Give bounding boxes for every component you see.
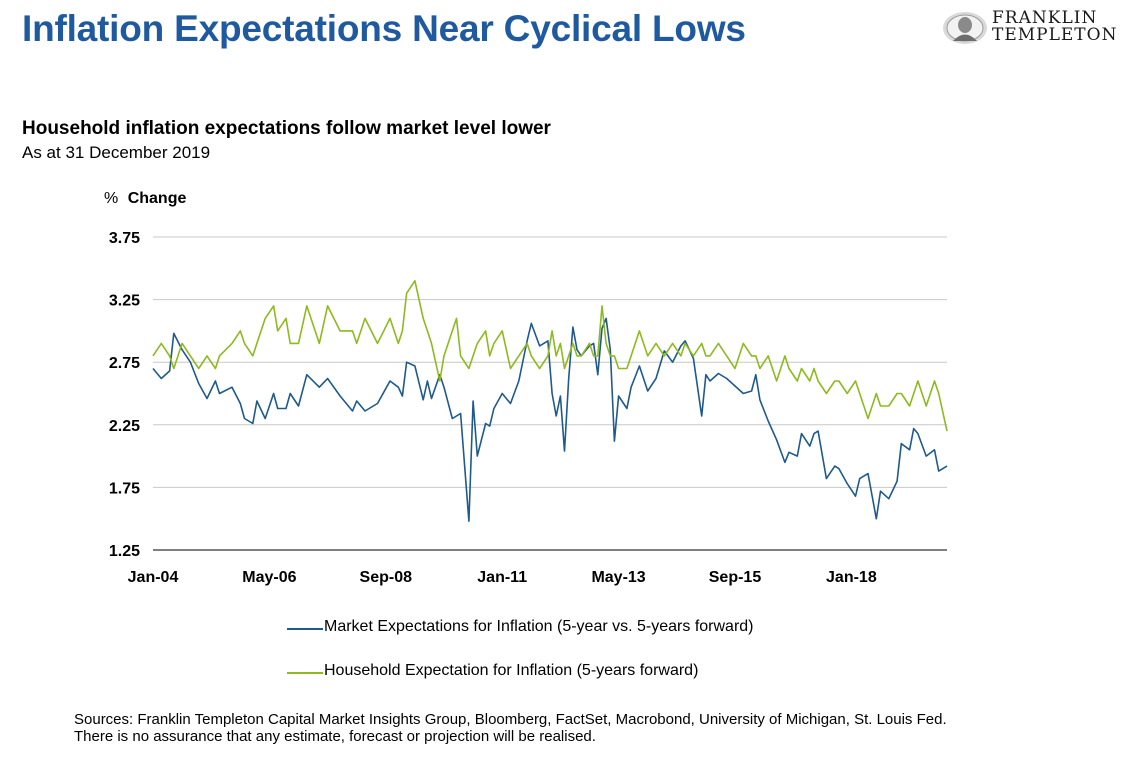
ben-franklin-portrait-icon (943, 12, 987, 44)
logo-line-1: FRANKLIN (992, 8, 1098, 28)
x-tick-label: May-06 (242, 569, 296, 586)
franklin-templeton-logo: FRANKLIN TEMPLETON (942, 10, 1127, 46)
y-axis-label-text: Change (128, 190, 187, 207)
legend-item-household: Household Expectation for Inflation (5-y… (287, 661, 807, 683)
y-axis-label-prefix: % (104, 190, 118, 207)
y-tick-label: 3.75 (109, 230, 140, 247)
y-axis-label: % Change (104, 190, 186, 207)
page-title: Inflation Expectations Near Cyclical Low… (22, 8, 746, 49)
series-line-market (152, 317, 948, 523)
chart-subtitle: Household inflation expectations follow … (22, 118, 551, 139)
legend-swatch-household (287, 672, 323, 674)
legend-label-market: Market Expectations for Inflation (5-yea… (324, 618, 754, 635)
line-chart: % Change 3.75 3.25 2.75 2.25 1.75 1.25 Jan-04… (104, 190, 948, 586)
sources-note: Sources: Franklin Templeton Capital Mark… (74, 711, 947, 745)
logo-line-2: TEMPLETON (992, 25, 1118, 45)
y-tick-label: 2.75 (109, 355, 140, 372)
series-lines (152, 279, 948, 523)
x-tick-label: Sep-08 (360, 569, 413, 586)
y-tick-label: 3.25 (109, 293, 140, 310)
logo-wordmark: FRANKLIN TEMPLETON (992, 10, 1117, 44)
sources-text: Sources: Franklin Templeton Capital Mark… (74, 711, 947, 728)
gridlines (153, 236, 947, 551)
y-tick-label: 1.25 (109, 543, 140, 560)
disclaimer-text: There is no assurance that any estimate,… (74, 728, 596, 745)
x-tick-label: Sep-15 (709, 569, 762, 586)
legend-label-household: Household Expectation for Inflation (5-y… (324, 662, 699, 679)
as-at-date: As at 31 December 2019 (22, 143, 211, 162)
x-tick-label: Jan-04 (128, 569, 179, 586)
legend-item-market: Market Expectations for Inflation (5-yea… (287, 617, 807, 639)
x-tick-label: Jan-18 (826, 569, 877, 586)
x-tick-label: Jan-11 (477, 569, 527, 586)
series-line-household (152, 279, 948, 432)
x-tick-labels: Jan-04 May-06 Sep-08 Jan-11 May-13 Sep-15 Jan-… (128, 569, 877, 586)
y-tick-label: 1.75 (109, 480, 140, 497)
y-tick-labels: 3.75 3.25 2.75 2.25 1.75 1.25 (109, 230, 140, 560)
x-tick-label: May-13 (591, 569, 645, 586)
legend-swatch-market (287, 628, 323, 630)
y-tick-label: 2.25 (109, 418, 140, 435)
